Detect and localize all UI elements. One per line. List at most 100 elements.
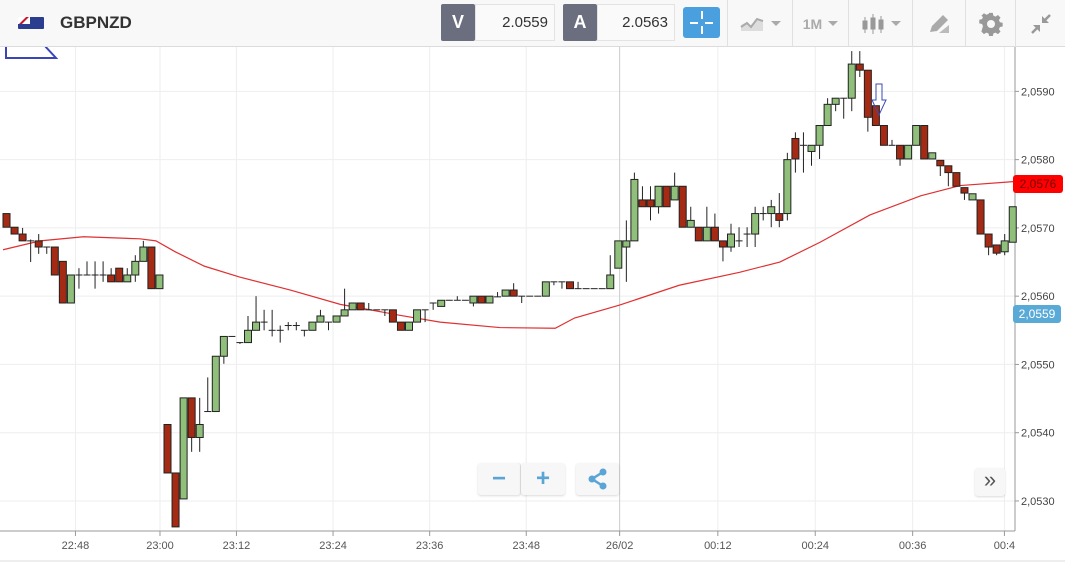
chevron-down-icon [828, 21, 839, 26]
candle-body [139, 246, 148, 262]
candle-body [630, 178, 639, 242]
price-tick-label: 2,0540 [1021, 428, 1055, 440]
crosshair-icon [698, 19, 705, 26]
crosshair-button[interactable] [683, 7, 720, 38]
candle-up [155, 274, 164, 290]
candle-down [163, 424, 172, 474]
candle-up [453, 296, 461, 301]
candle-down [855, 51, 864, 78]
candle-body [815, 125, 824, 146]
candle-down [34, 234, 43, 254]
candle-body [405, 321, 413, 331]
candle-down [638, 186, 647, 208]
candle-body [847, 63, 856, 99]
candle-body [219, 335, 228, 357]
candle-body [936, 159, 945, 167]
candle-up [244, 315, 252, 344]
candle-up [316, 309, 325, 323]
chevron-down-icon [771, 21, 781, 26]
candle-up [735, 227, 743, 248]
settings-button[interactable] [965, 0, 1015, 47]
candle-up [469, 295, 478, 307]
candle-body [606, 274, 615, 290]
candle-up [888, 139, 896, 146]
candle-body [823, 103, 832, 127]
candle-up [413, 309, 422, 323]
candle-up [292, 322, 300, 331]
candle-up [252, 296, 261, 331]
candle-up [831, 97, 840, 112]
candle-body [34, 240, 43, 248]
draw-button[interactable] [912, 0, 965, 47]
candle-body [308, 321, 317, 331]
candle-body [807, 144, 816, 152]
candle-body [863, 69, 872, 118]
candle-body [710, 226, 719, 242]
candle-up [99, 261, 107, 282]
candle-up [131, 255, 140, 282]
share-button[interactable] [576, 463, 619, 495]
down-arrow-annotation-icon[interactable] [871, 83, 887, 117]
candle-body [654, 185, 663, 208]
candle-body [960, 187, 969, 194]
candle-body [791, 137, 800, 160]
candle-down [694, 226, 703, 242]
candle-body [396, 321, 405, 331]
candle-down [477, 295, 486, 304]
candle-body [751, 213, 760, 235]
candle-up [807, 144, 816, 166]
bid-label[interactable]: V [441, 4, 475, 41]
time-axis: 22:48 23:00 23:12 23:24 23:36 23:48 26/02 00:12… [62, 531, 1015, 552]
candle-down [718, 240, 727, 262]
zoom-in-button[interactable]: + [521, 463, 565, 495]
candle-up [912, 125, 921, 146]
candle-body [646, 199, 655, 208]
candle-up [43, 246, 51, 254]
scroll-right-icon: » [983, 467, 997, 492]
share-icon [588, 468, 606, 490]
candle-down [356, 302, 365, 311]
flag-gb-nz-icon [18, 17, 44, 29]
candle-body [50, 246, 59, 276]
candle-down [863, 69, 872, 132]
candle-up [550, 281, 558, 286]
zoom-out-button[interactable]: − [478, 463, 521, 495]
candle-body [388, 309, 397, 323]
timeframe-button[interactable]: 1M [792, 0, 848, 47]
candle-up [284, 322, 292, 331]
price-tick-label: 2,0530 [1021, 496, 1055, 508]
candle-body [638, 199, 647, 208]
candle-up [767, 199, 776, 228]
bid-value[interactable]: 2.0559 [475, 4, 555, 41]
candle-up [1000, 234, 1009, 256]
time-tick-label: 23:00 [146, 540, 174, 552]
compress-button[interactable] [1015, 0, 1065, 47]
candlestick-type-button[interactable] [848, 0, 912, 47]
candle-up [630, 172, 639, 242]
candle-body [18, 233, 27, 242]
candle-up [276, 325, 284, 343]
candle-up [815, 125, 824, 159]
candle-body [944, 165, 953, 174]
candle-down [678, 185, 687, 228]
chart-type-button[interactable] [727, 0, 792, 47]
candle-up [429, 302, 437, 310]
ask-value[interactable]: 2.0563 [597, 4, 675, 41]
candle-body [566, 281, 574, 290]
candle-up [968, 193, 977, 201]
candle-down [50, 246, 59, 276]
candlestick-icon [862, 13, 883, 34]
candle-body [920, 125, 929, 160]
ask-label[interactable]: A [563, 4, 597, 41]
candle-up [268, 309, 276, 337]
candle-down [936, 159, 945, 177]
candle-body [66, 274, 75, 304]
candle-up [27, 239, 35, 263]
candle-body [614, 240, 623, 269]
scroll-right-button[interactable]: » [975, 468, 1005, 496]
candle-up [66, 274, 75, 304]
candle-body [413, 309, 422, 323]
candle-body [702, 226, 711, 242]
candle-up [437, 299, 446, 307]
